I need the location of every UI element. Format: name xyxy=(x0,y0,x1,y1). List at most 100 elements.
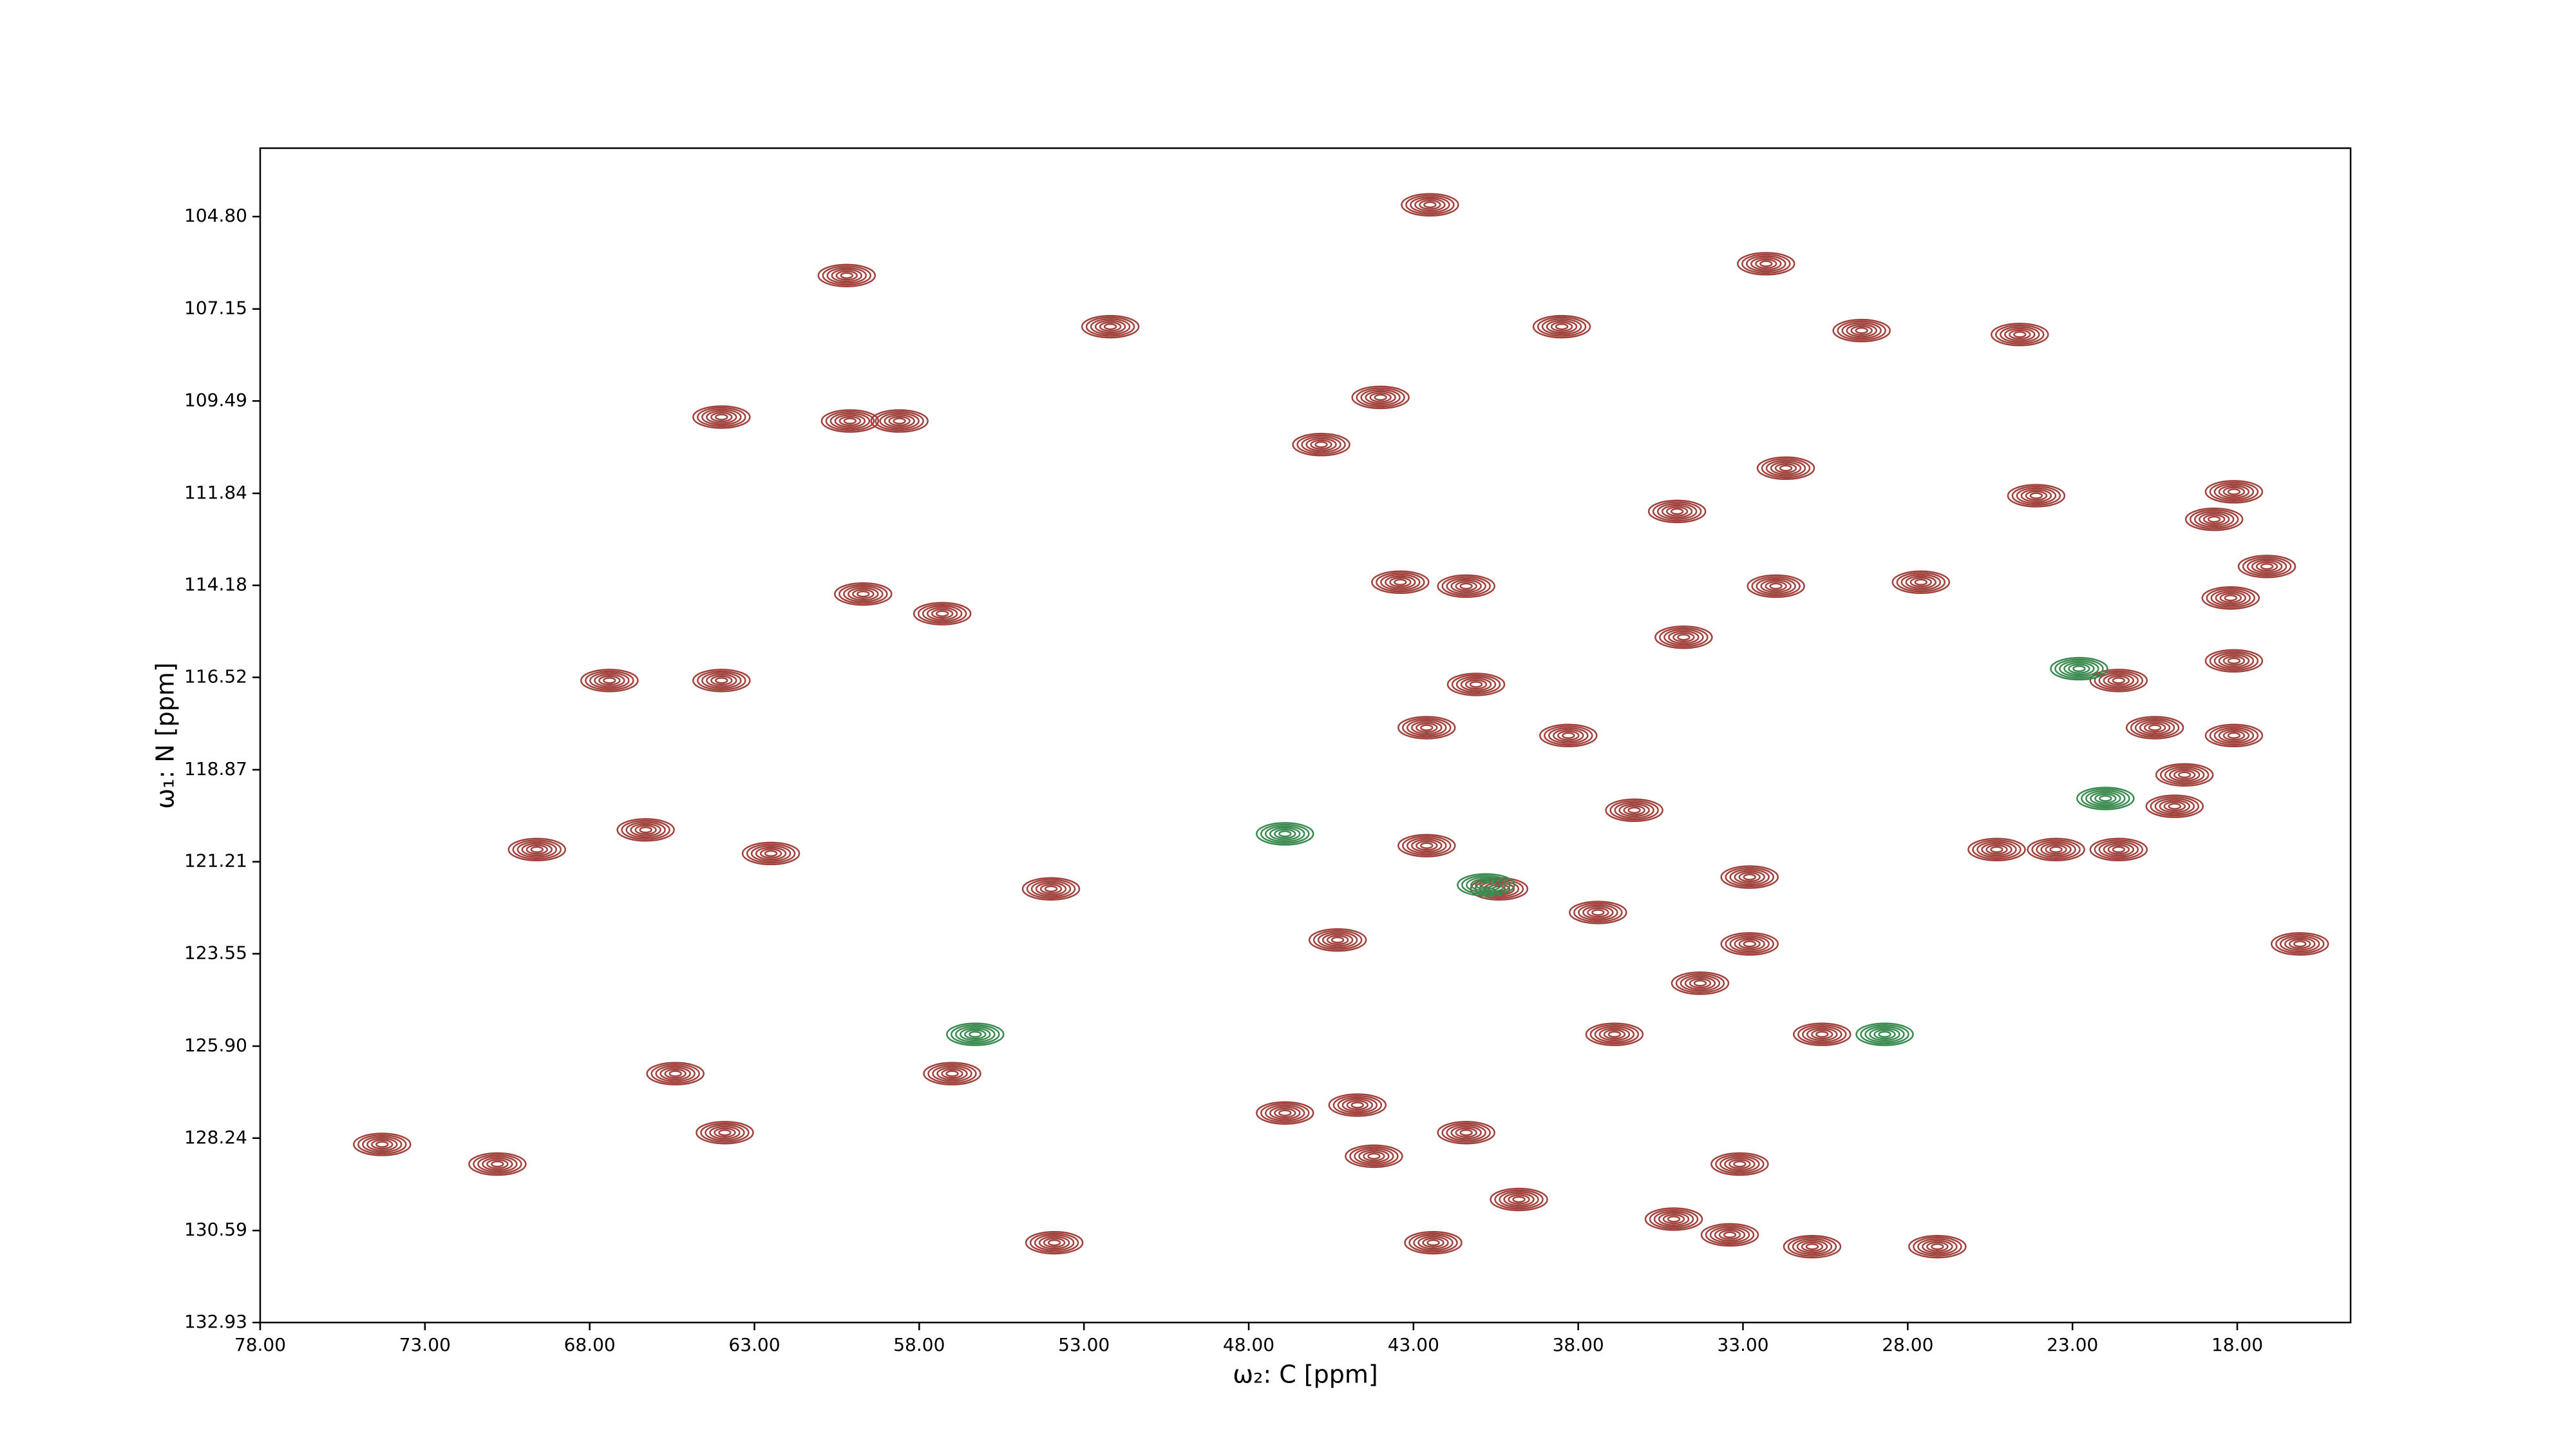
contour-ring xyxy=(1380,573,1421,591)
contour-ring xyxy=(1406,837,1447,854)
contour-ring xyxy=(969,1031,982,1038)
contour-ring xyxy=(1416,722,1438,733)
contour-ring xyxy=(1475,879,1497,890)
contour-ring xyxy=(2202,514,2226,524)
contour-ring xyxy=(507,837,567,862)
contour-ring xyxy=(1714,1228,1746,1242)
contour-ring xyxy=(1909,577,1933,587)
contour-ring xyxy=(1976,841,2017,858)
contour-ring xyxy=(1680,975,1721,992)
peak xyxy=(646,1062,705,1085)
x-tick-label: 53.00 xyxy=(1058,1334,1110,1355)
contour-ring xyxy=(1618,803,1650,817)
contour-ring xyxy=(1441,576,1491,597)
contour-ring xyxy=(932,1065,972,1082)
contour-ring xyxy=(1734,937,1765,951)
contour-ring xyxy=(2213,727,2255,744)
contour-ring xyxy=(2207,515,2221,523)
contour-ring xyxy=(473,1154,522,1174)
contour-ring xyxy=(1422,1237,1444,1248)
peak xyxy=(692,405,751,429)
contour-ring xyxy=(1661,504,1693,519)
contour-ring xyxy=(964,1029,987,1040)
peak xyxy=(1256,822,1314,846)
y-tick-label: 123.55 xyxy=(184,942,247,964)
contour-ring xyxy=(1585,1022,1644,1046)
x-tick-label: 43.00 xyxy=(1388,1334,1439,1355)
contour-ring xyxy=(852,589,875,599)
contour-ring xyxy=(1710,1152,1769,1176)
contour-ring xyxy=(2139,721,2171,735)
contour-ring xyxy=(1627,807,1641,814)
x-tick-label: 63.00 xyxy=(728,1334,780,1355)
contour-ring xyxy=(1441,1122,1491,1143)
contour-ring xyxy=(1991,323,2049,347)
contour-ring xyxy=(2206,587,2256,608)
contour-ring xyxy=(482,1157,513,1171)
contour-ring xyxy=(1755,258,1777,269)
contour-ring xyxy=(913,602,972,626)
contour-ring xyxy=(893,417,906,425)
contour-ring xyxy=(2045,844,2067,855)
contour-ring xyxy=(1587,907,1609,918)
contour-ring xyxy=(1761,458,1811,479)
peak xyxy=(616,818,675,842)
contour-ring xyxy=(1406,719,1447,736)
contour-ring xyxy=(1751,576,1801,597)
contour-ring xyxy=(1747,574,1805,598)
contour-ring xyxy=(826,267,867,284)
contour-ring xyxy=(1274,828,1296,839)
contour-ring xyxy=(2213,652,2255,669)
contour-ring xyxy=(2000,326,2040,343)
contour-ring xyxy=(1544,725,1593,746)
peak xyxy=(1720,865,1779,889)
contour-ring xyxy=(2130,717,2180,738)
contour-ring xyxy=(764,850,778,857)
peak xyxy=(817,263,876,287)
contour-ring xyxy=(822,265,872,286)
contour-ring xyxy=(1891,570,1951,595)
contour-ring xyxy=(1305,437,1337,452)
peak xyxy=(1292,432,1350,457)
y-tick-label: 107.15 xyxy=(184,298,247,319)
contour-ring xyxy=(1385,575,1416,589)
contour-ring xyxy=(1649,1208,1699,1230)
contour-ring xyxy=(1413,1234,1454,1252)
contour-ring xyxy=(2227,732,2241,740)
contour-ring xyxy=(650,1064,700,1084)
contour-ring xyxy=(2163,801,2186,812)
peak xyxy=(2050,656,2108,681)
contour-ring xyxy=(710,412,733,423)
contour-ring xyxy=(884,414,915,428)
contour-ring xyxy=(1414,198,1446,212)
contour-ring xyxy=(2173,769,2196,780)
contour-ring xyxy=(1446,673,1506,696)
contour-ring xyxy=(1671,971,1730,995)
contour-ring xyxy=(1578,904,1618,921)
contour-ring xyxy=(1700,1223,1759,1247)
contour-ring xyxy=(831,269,863,283)
contour-ring xyxy=(646,1062,705,1085)
contour-ring xyxy=(1455,581,1477,591)
contour-ring xyxy=(1541,318,1582,336)
contour-ring xyxy=(655,1065,696,1082)
contour-ring xyxy=(2094,839,2144,860)
peak xyxy=(1891,570,1951,595)
contour-ring xyxy=(1589,1024,1640,1045)
contour-ring xyxy=(1404,1230,1463,1255)
contour-ring xyxy=(1426,1239,1440,1247)
contour-ring xyxy=(710,675,733,686)
contour-ring xyxy=(941,1068,963,1079)
contour-ring xyxy=(1490,1187,1548,1212)
contour-ring xyxy=(2107,844,2130,855)
x-tick-label: 58.00 xyxy=(893,1334,945,1355)
contour-ring xyxy=(1537,316,1587,337)
contour-ring xyxy=(2227,488,2241,495)
y-tick-label: 130.59 xyxy=(184,1219,247,1240)
contour-ring xyxy=(1346,1100,1369,1111)
contour-ring xyxy=(1652,501,1702,522)
contour-ring xyxy=(1469,681,1483,688)
x-tick-label: 23.00 xyxy=(2047,1334,2098,1355)
contour-ring xyxy=(2004,327,2036,341)
contour-ring xyxy=(1850,325,1873,336)
